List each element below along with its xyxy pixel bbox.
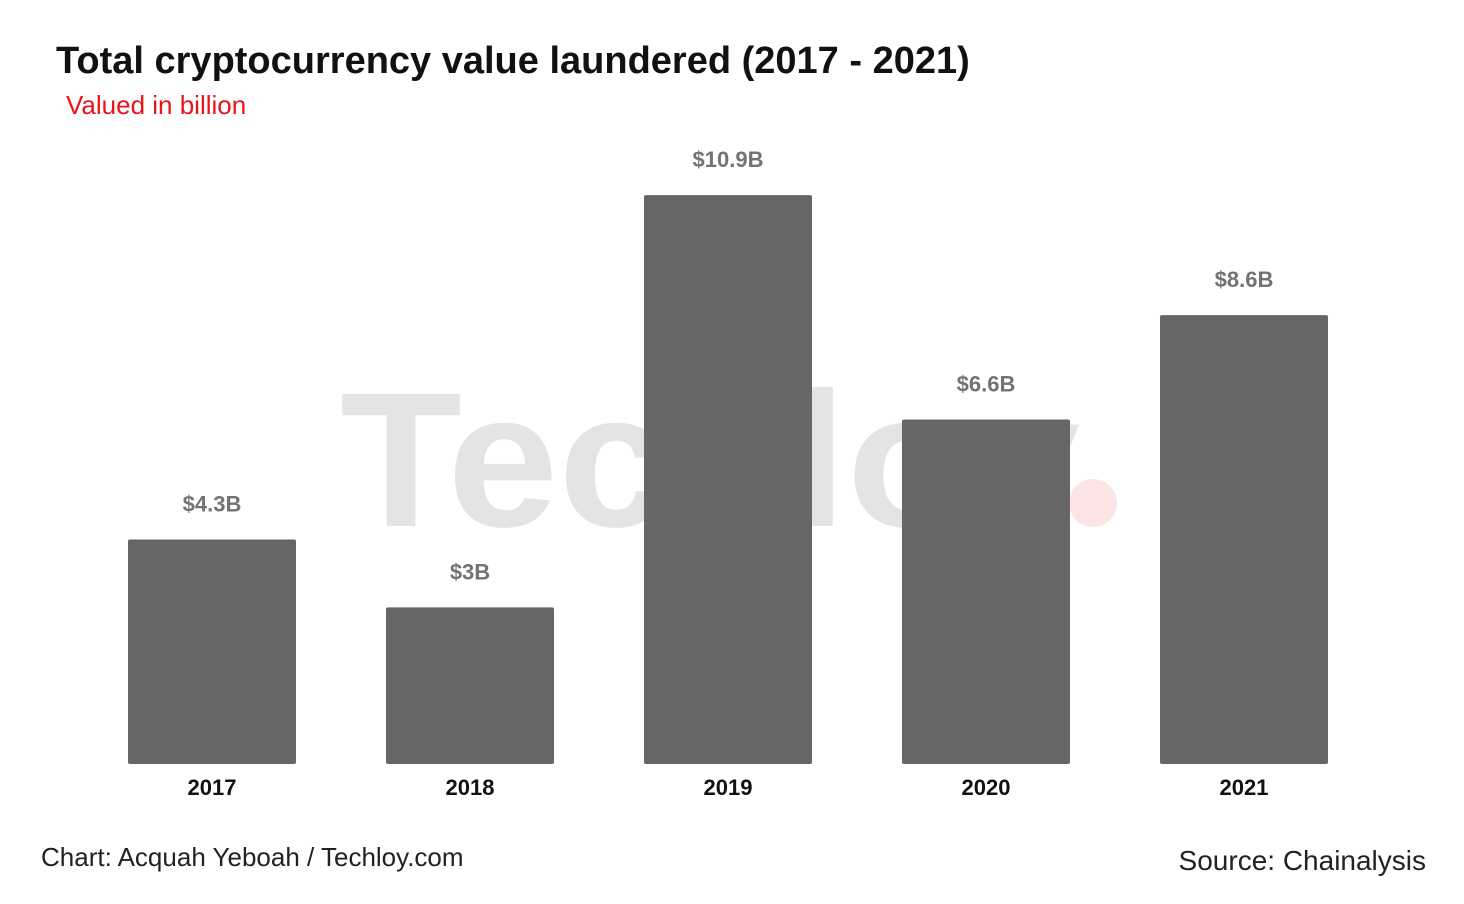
category-label-2019: 2019 — [704, 775, 753, 800]
category-labels: 2017 2018 2019 2020 2021 — [188, 775, 1269, 800]
value-labels: $4.3B $3B $10.9B $6.6B $8.6B — [183, 147, 1274, 584]
bar-2020 — [902, 419, 1070, 764]
bar-2021 — [1160, 315, 1328, 764]
bar-2019 — [644, 195, 812, 764]
category-label-2021: 2021 — [1220, 775, 1269, 800]
chart-subtitle: Valued in billion — [66, 90, 247, 120]
chart-source: Source: Chainalysis — [1178, 845, 1426, 876]
value-label-2017: $4.3B — [183, 492, 242, 517]
chart-credit: Chart: Acquah Yeboah / Techloy.com — [41, 842, 464, 872]
chart-title: Total cryptocurrency value laundered (20… — [56, 40, 970, 82]
bar-2017 — [128, 539, 296, 764]
watermark-dot — [1069, 479, 1117, 527]
value-label-2021: $8.6B — [1215, 267, 1274, 292]
value-label-2018: $3B — [450, 559, 490, 584]
bars — [128, 195, 1328, 764]
value-label-2020: $6.6B — [957, 372, 1016, 397]
value-label-2019: $10.9B — [693, 147, 764, 172]
category-label-2017: 2017 — [188, 775, 237, 800]
bar-2018 — [386, 607, 554, 764]
category-label-2020: 2020 — [962, 775, 1011, 800]
category-label-2018: 2018 — [446, 775, 495, 800]
